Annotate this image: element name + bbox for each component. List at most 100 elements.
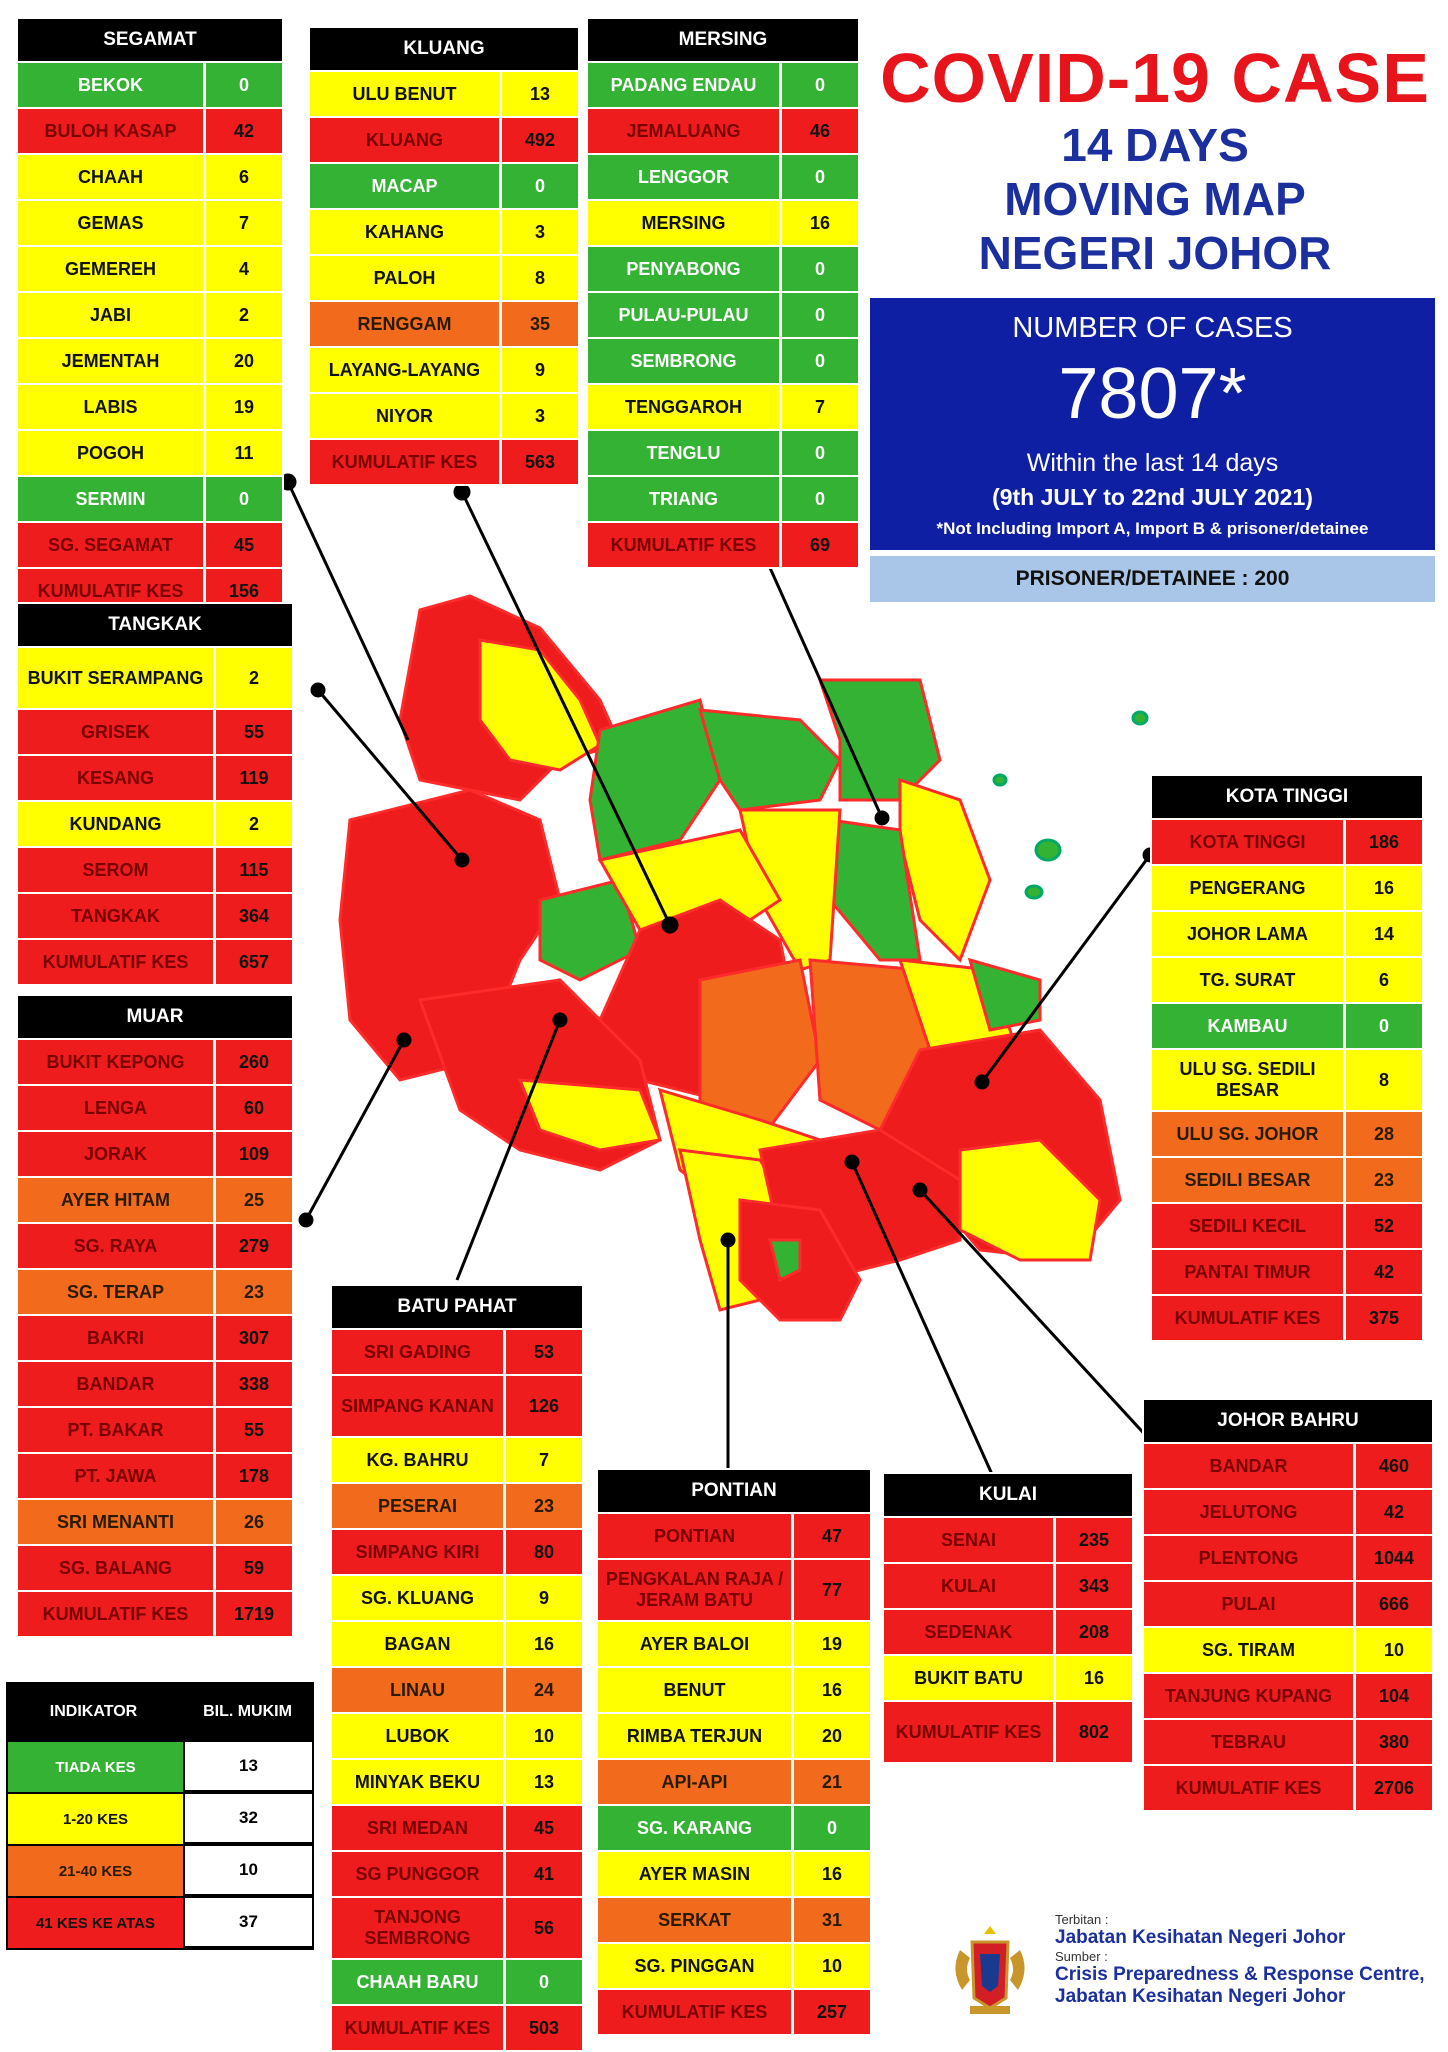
panel-header: MERSING [588,19,858,61]
legend-header-bil-mukim: BIL. MUKIM [203,1703,292,1720]
district-row: BANDAR 338 [18,1360,292,1406]
panel-header: KOTA TINGGI [1152,776,1422,818]
district-row: PULAI 666 [1144,1580,1432,1626]
district-row: ULU SG. JOHOR 28 [1152,1110,1422,1156]
district-row: SEDILI BESAR 23 [1152,1156,1422,1202]
mukim-name: ULU SG. SEDILI BESAR [1179,1059,1316,1100]
mukim-cases: 343 [1053,1564,1132,1608]
mukim-name: TANGKAK [71,905,160,926]
mukim-name: KG. BAHRU [366,1449,469,1470]
legend-indicator: 21-40 KES [6,1846,183,1896]
district-row: TENGGAROH 7 [588,383,858,429]
mukim-cases: 55 [213,710,292,754]
mukim-cases: 60 [213,1086,292,1130]
mukim-name: LENGA [84,1097,147,1118]
district-row: SRI GADING 53 [332,1328,582,1374]
mukim-cases: 13 [503,1760,582,1804]
mukim-name: JORAK [83,1143,147,1164]
mukim-cases: 23 [503,1484,582,1528]
mukim-cases: 10 [791,1944,870,1988]
district-row: KLUANG 492 [310,116,578,162]
mukim-name: AYER HITAM [60,1189,170,1210]
district-row: TRIANG 0 [588,475,858,521]
mukim-cases: 53 [503,1330,582,1374]
mukim-name: SG. BALANG [58,1557,172,1578]
mukim-cases: 16 [779,201,858,245]
legend-count: 10 [183,1846,314,1896]
district-row: TANGKAK 364 [18,892,292,938]
mukim-name: PT. BAKAR [67,1419,164,1440]
district-row: SG. PINGGAN 10 [598,1942,870,1988]
mukim-name: AYER BALOI [639,1633,750,1654]
panel-header: JOHOR BAHRU [1144,1400,1432,1442]
mukim-cases: 257 [791,1990,870,2034]
mukim-name: KAHANG [365,221,444,242]
mukim-cases: 0 [503,1960,582,2004]
mukim-name: KUMULATIF KES [610,534,757,555]
mukim-name: PADANG ENDAU [610,74,757,95]
district-row: SG. SEGAMAT 45 [18,521,282,567]
district-row: SG. RAYA 279 [18,1222,292,1268]
district-row: SIMPANG KANAN 126 [332,1374,582,1436]
mukim-cases: 0 [779,431,858,475]
district-row: PENGERANG 16 [1152,864,1422,910]
mukim-name: SIMPANG KANAN [341,1395,494,1416]
district-row: SEMBRONG 0 [588,337,858,383]
district-row: CHAAH 6 [18,153,282,199]
district-row: KAMBAU 0 [1152,1002,1422,1048]
mukim-cases: 104 [1353,1674,1432,1718]
mukim-name: KOTA TINGGI [1189,831,1306,852]
mukim-cases: 0 [779,339,858,383]
mukim-cases: 35 [499,302,578,346]
mukim-name: SG. PINGGAN [634,1955,755,1976]
district-row: BENUT 16 [598,1666,870,1712]
district-row: KUMULATIF KES 69 [588,521,858,567]
district-row: BANDAR 460 [1144,1442,1432,1488]
district-row: LINAU 24 [332,1666,582,1712]
footer-source-line1: Crisis Preparedness & Response Centre, [1055,1964,1425,1985]
district-row: PT. JAWA 178 [18,1452,292,1498]
district-row: ULU BENUT 13 [310,70,578,116]
district-row: KUMULATIF KES 802 [884,1700,1132,1762]
mukim-name: SG. TIRAM [1202,1639,1295,1660]
district-row: LENGGOR 0 [588,153,858,199]
district-row: SEDENAK 208 [884,1608,1132,1654]
mukim-cases: 802 [1053,1702,1132,1762]
district-row: ULU SG. SEDILI BESAR 8 [1152,1048,1422,1110]
district-row: PONTIAN 47 [598,1512,870,1558]
district-row: KESANG 119 [18,754,292,800]
mukim-cases: 109 [213,1132,292,1176]
mukim-cases: 3 [499,210,578,254]
mukim-cases: 69 [779,523,858,567]
district-row: KUMULATIF KES 2706 [1144,1764,1432,1810]
mukim-name: JOHOR LAMA [1187,923,1308,944]
mukim-cases: 26 [213,1500,292,1544]
mukim-name: BUKIT BATU [914,1667,1023,1688]
mukim-cases: 2 [213,648,292,708]
map-region-chaah-baru [538,878,642,982]
mukim-name: SEMBRONG [630,350,737,371]
district-row: PT. BAKAR 55 [18,1406,292,1452]
map-region-pengerang [958,1138,1102,1262]
title-line3: MOVING MAP [1004,173,1306,225]
district-row: KULAI 343 [884,1562,1132,1608]
map-region-kambau [967,957,1042,1032]
mukim-cases: 24 [503,1668,582,1712]
map-region-bp-yellow [517,1078,663,1152]
district-row: POGOH 11 [18,429,282,475]
mukim-name: NIYOR [375,405,433,426]
district-row: GRISEK 55 [18,708,292,754]
mukim-cases: 178 [213,1454,292,1498]
mukim-name: LAYANG-LAYANG [328,359,481,380]
mukim-name: TENGGAROH [625,396,742,417]
mukim-cases: 45 [203,523,282,567]
footer-sumber-label: Sumber : [1055,1949,1108,1964]
panel-header: SEGAMAT [18,19,282,61]
title-main: COVID-19 CASE [880,39,1430,117]
mukim-cases: 0 [791,1806,870,1850]
mukim-name: KAMBAU [1207,1015,1288,1036]
district-row: SRI MEDAN 45 [332,1804,582,1850]
mukim-name: KUMULATIF KES [42,951,189,972]
mukim-cases: 42 [1353,1490,1432,1534]
district-row: MINYAK BEKU 13 [332,1758,582,1804]
